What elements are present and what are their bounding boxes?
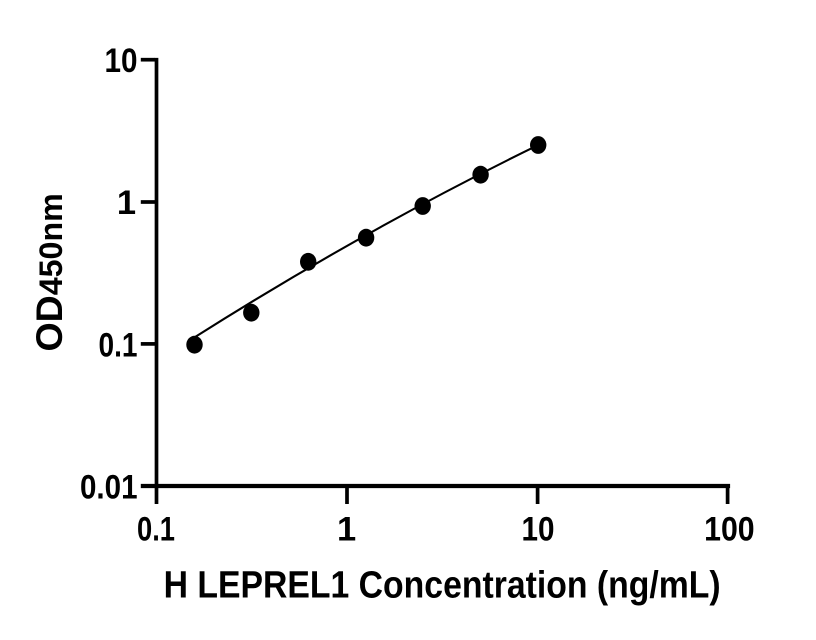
svg-text:0.1: 0.1: [137, 511, 175, 549]
svg-text:10: 10: [522, 511, 555, 549]
svg-text:H LEPREL1 Concentration (ng/mL: H LEPREL1 Concentration (ng/mL): [164, 564, 721, 606]
svg-text:1: 1: [337, 511, 356, 549]
svg-text:0.1: 0.1: [99, 327, 138, 365]
svg-text:0.01: 0.01: [80, 469, 138, 507]
svg-text:100: 100: [704, 511, 755, 549]
svg-text:10: 10: [105, 42, 138, 80]
svg-text:1: 1: [117, 184, 136, 222]
svg-text:OD450nm: OD450nm: [28, 193, 70, 351]
